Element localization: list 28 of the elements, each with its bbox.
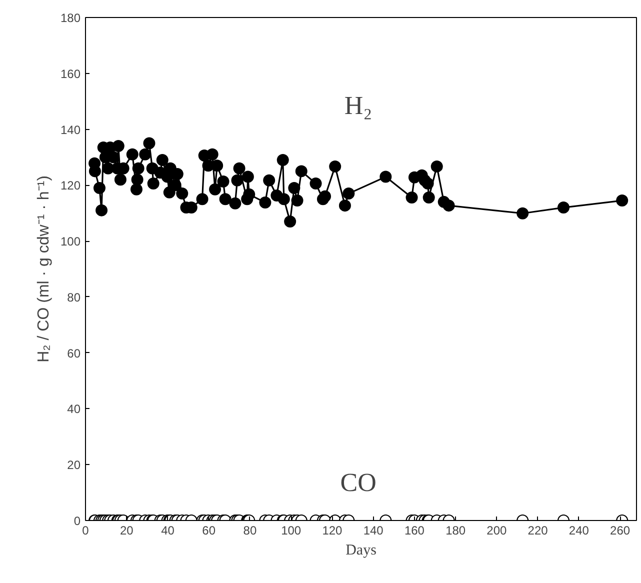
- y-axis-title: H₂ / CO (ml · g cdw⁻¹ · h⁻¹): [35, 176, 52, 362]
- x-tick-label: 80: [243, 524, 257, 538]
- y-tick-label: 40: [67, 402, 81, 416]
- y-tick-label: 120: [60, 178, 81, 193]
- series-label: H₂: [344, 90, 372, 120]
- x-tick-label: 240: [568, 524, 590, 538]
- y-tick-label: 20: [67, 458, 81, 472]
- y-tick-label: 60: [67, 346, 81, 360]
- x-tick-label: 0: [82, 524, 90, 538]
- x-tick-label: 260: [610, 524, 630, 538]
- x-tick-label: 20: [120, 524, 134, 538]
- y-tick-label: 180: [60, 11, 81, 25]
- x-tick-label: 120: [322, 524, 343, 538]
- x-tick-label: 40: [161, 524, 175, 538]
- y-tick-label: 160: [60, 66, 81, 81]
- x-tick-label: 140: [363, 524, 384, 538]
- series-label: CO: [340, 468, 376, 497]
- x-tick-label: 60: [202, 524, 216, 538]
- x-tick-label: 160: [404, 524, 425, 538]
- x-tick-label: 180: [446, 524, 466, 538]
- x-tick-label: 200: [486, 524, 508, 538]
- y-tick-label: 80: [67, 290, 81, 304]
- x-axis-title: Days: [346, 542, 377, 558]
- y-tick-label: 140: [60, 122, 81, 137]
- y-tick-label: 0: [74, 514, 81, 528]
- x-tick-label: 220: [528, 524, 548, 538]
- x-tick-label: 100: [281, 524, 302, 538]
- y-tick-label: 100: [60, 234, 81, 249]
